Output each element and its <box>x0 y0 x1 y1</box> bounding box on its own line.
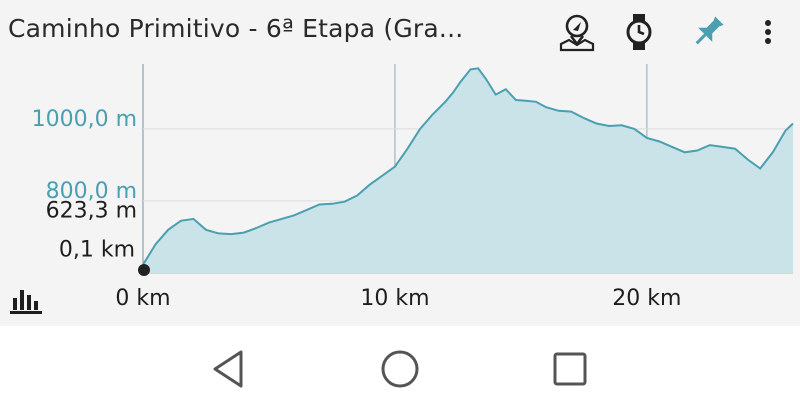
track-title: Caminho Primitivo - 6ª Etapa (Gra... <box>8 14 464 43</box>
map-navigation-icon[interactable] <box>557 12 597 52</box>
x-tick-label-2: 20 km <box>612 286 681 311</box>
elevation-area <box>143 68 793 273</box>
stats-icon[interactable] <box>10 286 42 314</box>
pin-icon[interactable] <box>688 12 728 52</box>
more-vert-icon[interactable] <box>748 12 788 52</box>
y-tick-label-0: 1000,0 m <box>32 107 137 132</box>
x-axis-labels: 0 km 10 km 20 km <box>115 286 681 311</box>
watch-icon[interactable] <box>619 12 659 52</box>
distance-readout: 0,1 km <box>59 238 135 263</box>
elevation-readout: 623,3 m <box>46 199 137 224</box>
top-app-bar: Caminho Primitivo - 6ª Etapa (Gra... <box>0 0 800 64</box>
y-axis-labels: 1000,0 m 800,0 m <box>32 107 137 204</box>
back-icon[interactable] <box>205 344 255 394</box>
elevation-line <box>142 67 794 266</box>
y-tick-label-1: 800,0 m <box>46 179 137 204</box>
elevation-chart[interactable]: 1000,0 m 800,0 m 0 km 10 km 20 km 623,3 m 0… <box>0 64 800 326</box>
home-icon[interactable] <box>375 344 425 394</box>
recents-icon[interactable] <box>545 344 595 394</box>
system-navigation-bar <box>0 326 800 410</box>
x-tick-label-1: 10 km <box>360 286 429 311</box>
elevation-chart-panel: 1000,0 m 800,0 m 0 km 10 km 20 km 623,3 m 0… <box>0 64 800 326</box>
x-tick-label-0: 0 km <box>115 286 170 311</box>
position-marker[interactable] <box>138 264 150 276</box>
